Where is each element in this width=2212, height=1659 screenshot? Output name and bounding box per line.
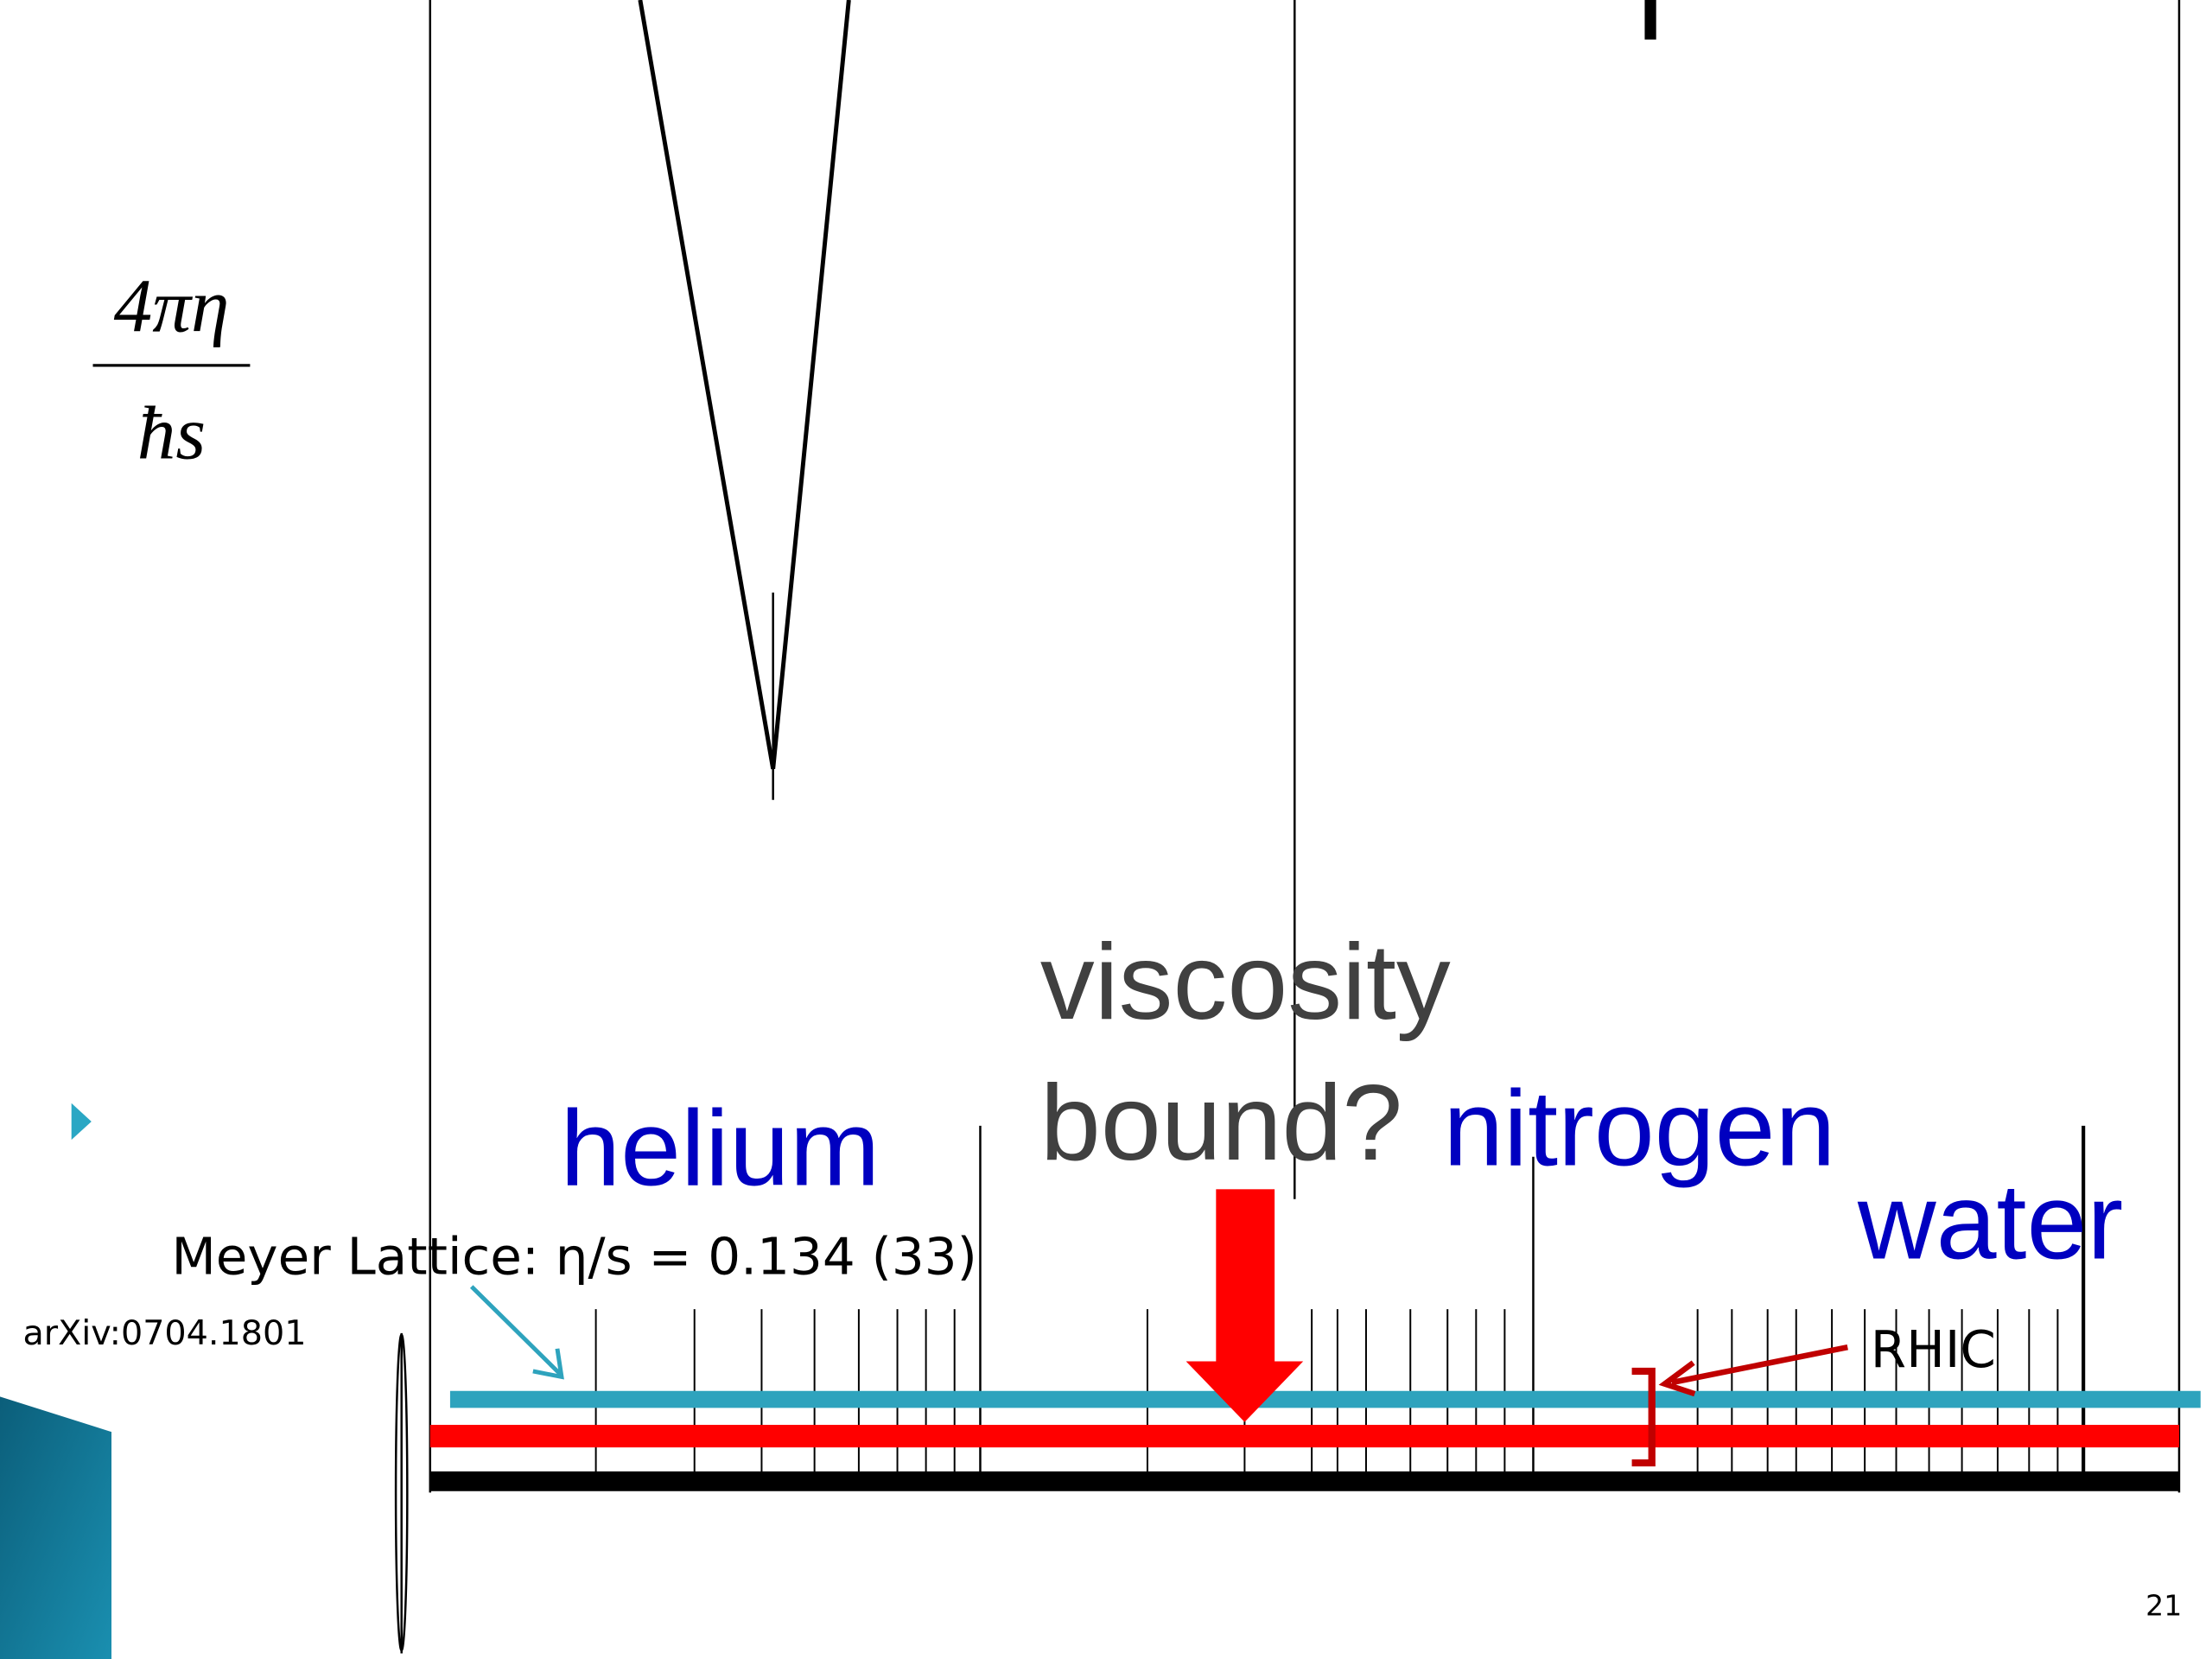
lattice-arrow-head	[532, 1348, 564, 1380]
bound-arrow-head	[1185, 1361, 1304, 1422]
axes-frame	[394, 0, 2181, 1654]
label-nitrogen: nitrogen	[1443, 1069, 1835, 1188]
label-bound: bound?	[1040, 1064, 1402, 1183]
corner-decoration	[0, 1396, 111, 1659]
rhic-arrow-head	[1658, 1360, 1696, 1397]
label-helium: helium	[560, 1089, 880, 1208]
lattice-arrow	[469, 1285, 563, 1376]
reference: arXiv:0704.1801	[22, 1313, 306, 1353]
ylabel-numerator: 4πη	[114, 264, 230, 348]
lattice-label: Meyer Lattice: η/s = 0.134 (33)	[171, 1227, 976, 1287]
label-viscosity: viscosity	[1040, 922, 1451, 1041]
ylabel-denominator: ħs	[137, 391, 206, 475]
rhic-arrow	[1671, 1344, 1848, 1386]
label-water: water	[1857, 1162, 2123, 1281]
bullet	[71, 1103, 92, 1141]
page-number: 21	[2145, 1589, 2182, 1623]
rhic-label: RHIC	[1871, 1319, 1996, 1379]
rhic-bracket	[1631, 1367, 1656, 1467]
mark	[1644, 0, 1656, 40]
bound-arrow-shaft	[1216, 1189, 1275, 1366]
